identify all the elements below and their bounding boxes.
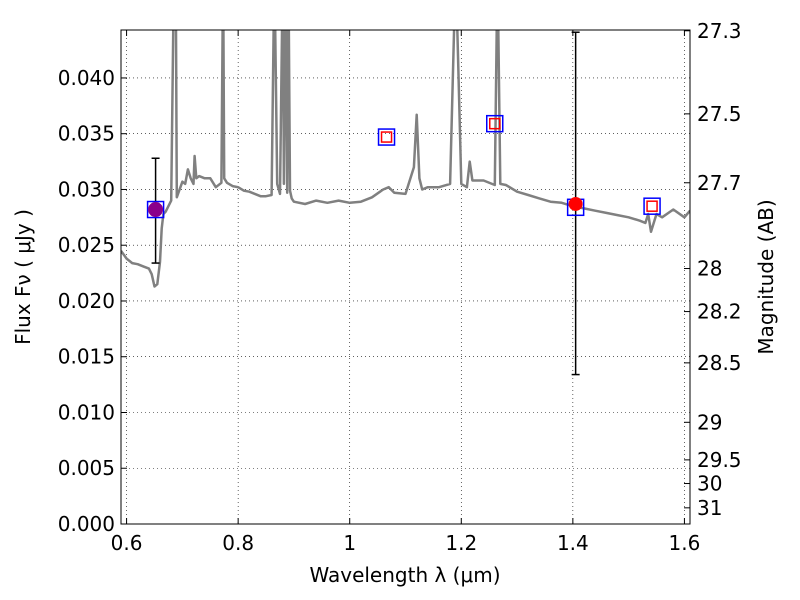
y-tick-label: 0.010 [58,400,115,424]
y2-tick-label: 29 [697,410,722,434]
y2-tick-label: 28.2 [697,300,742,324]
y-axis-label: Flux Fν ( μJy ) [11,209,35,345]
axis-ticks: 0.6 0.8 1 1.2 1.4 1.6 0.000 0.005 0.010 0.015 0.02… [58,19,742,555]
y2-tick-label: 28 [697,257,722,281]
y-tick-label: 0.040 [58,66,115,90]
x-tick-label: 1.6 [669,531,701,555]
y2-tick-label: 27.7 [697,171,742,195]
y2-axis-label: Magnitude (AB) [754,199,778,354]
plot-area [121,30,690,376]
square-marker [646,200,658,212]
y2-tick-label: 29.5 [697,448,742,472]
y2-tick-label: 27.5 [697,102,742,126]
y-tick-label: 0.025 [58,233,115,257]
square-marker [380,131,393,143]
spectrum-line [121,30,690,288]
x-tick-label: 1.2 [445,531,477,555]
grid-lines [121,30,690,525]
plot-frame [120,29,691,525]
square-marker [489,117,501,130]
y2-tick-label: 30 [697,472,722,496]
circle-marker [148,202,164,218]
y2-tick-label: 27.3 [697,19,742,43]
square-marker [486,114,504,133]
y2-tick-label: 31 [697,496,722,520]
x-tick-label: 1.4 [557,531,589,555]
y2-tick-label: 28.5 [697,351,742,375]
y-tick-label: 0.030 [58,177,115,201]
y-tick-label: 0.020 [58,289,115,313]
y-tick-label: 0.035 [58,122,115,146]
y-tick-label: 0.015 [58,345,115,369]
x-tick-label: 0.6 [111,531,143,555]
y-tick-label: 0.000 [58,512,115,536]
x-tick-label: 0.8 [222,531,254,555]
square-marker [643,197,661,215]
y-tick-label: 0.005 [58,456,115,480]
square-marker [146,200,165,219]
x-tick-label: 1 [343,531,356,555]
square-marker [377,128,396,146]
x-axis-label: Wavelength λ (μm) [309,563,500,587]
circle-marker [568,196,583,211]
